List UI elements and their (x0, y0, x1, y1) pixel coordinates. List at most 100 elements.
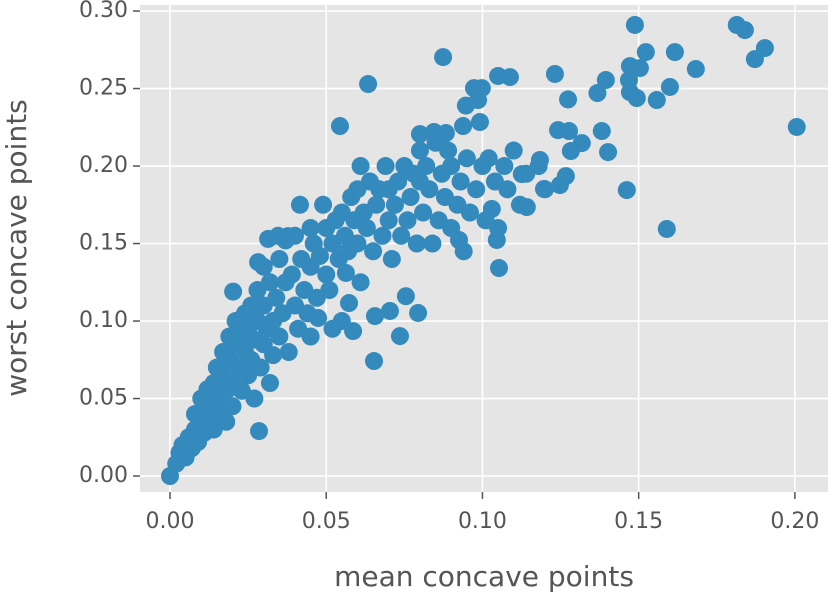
point (454, 117, 473, 136)
point (517, 198, 536, 217)
x-tick-label: 0.00 (146, 509, 195, 534)
point (442, 157, 461, 176)
y-tick-label: 0.15 (79, 231, 128, 256)
point (264, 346, 283, 365)
point (379, 211, 398, 230)
point (495, 157, 514, 176)
point (665, 43, 684, 62)
point (301, 219, 320, 238)
point (410, 141, 429, 160)
point (657, 219, 676, 238)
point (348, 234, 367, 253)
point (479, 149, 498, 168)
point (534, 179, 553, 198)
point (630, 59, 649, 78)
plot-area (140, 5, 828, 492)
point (250, 422, 269, 441)
point (314, 195, 333, 214)
point (279, 227, 298, 246)
point (592, 122, 611, 141)
point (512, 165, 531, 184)
point (414, 203, 433, 222)
point (242, 296, 261, 315)
point (336, 263, 355, 282)
y-tick-label: 0.10 (79, 308, 128, 333)
point (647, 91, 666, 110)
point (330, 117, 349, 136)
point (309, 308, 328, 327)
point (398, 211, 417, 230)
point (439, 141, 458, 160)
y-tick-label: 0.00 (79, 463, 128, 488)
point (636, 43, 655, 62)
point (460, 203, 479, 222)
point (599, 143, 618, 162)
x-tick-label: 0.10 (458, 509, 507, 534)
point (357, 219, 376, 238)
point (224, 282, 243, 301)
point (545, 64, 564, 83)
x-tick-label: 0.05 (302, 509, 351, 534)
point (344, 322, 363, 341)
point (625, 15, 644, 34)
point (223, 397, 242, 416)
point (423, 234, 442, 253)
point (407, 234, 426, 253)
point (320, 281, 339, 300)
point (392, 226, 411, 245)
point (359, 75, 378, 94)
point (389, 172, 408, 191)
point (410, 125, 429, 144)
point (487, 230, 506, 249)
point (498, 180, 517, 199)
point (396, 287, 415, 306)
point (660, 77, 679, 96)
x-tick-label: 0.15 (614, 509, 663, 534)
y-tick-label: 0.20 (79, 153, 128, 178)
point (251, 358, 270, 377)
point (323, 319, 342, 338)
point (420, 180, 439, 199)
point (549, 121, 568, 140)
point (588, 84, 607, 103)
point (470, 113, 489, 132)
point (364, 242, 383, 261)
x-tick-label: 0.20 (770, 509, 819, 534)
point (382, 250, 401, 269)
point (282, 265, 301, 284)
point (559, 90, 578, 109)
point (373, 226, 392, 245)
point (270, 250, 289, 269)
point (409, 303, 428, 322)
y-tick-label: 0.30 (79, 0, 128, 23)
point (469, 91, 488, 110)
point (290, 195, 309, 214)
point (745, 50, 764, 69)
point (270, 327, 289, 346)
point (376, 157, 395, 176)
point (217, 412, 236, 431)
point (596, 71, 615, 90)
point (451, 172, 470, 191)
point (340, 294, 359, 313)
point (245, 389, 264, 408)
point (489, 66, 508, 85)
point (367, 195, 386, 214)
point (249, 253, 268, 272)
point (561, 142, 580, 161)
point (267, 288, 286, 307)
point (617, 181, 636, 200)
point (530, 150, 549, 169)
point (390, 327, 409, 346)
x-axis-label: mean concave points (334, 560, 634, 593)
point (401, 188, 420, 207)
point (735, 21, 754, 40)
point (550, 176, 569, 195)
point (686, 60, 705, 79)
point (351, 157, 370, 176)
point (260, 374, 279, 393)
point (417, 157, 436, 176)
point (504, 141, 523, 160)
point (489, 259, 508, 278)
